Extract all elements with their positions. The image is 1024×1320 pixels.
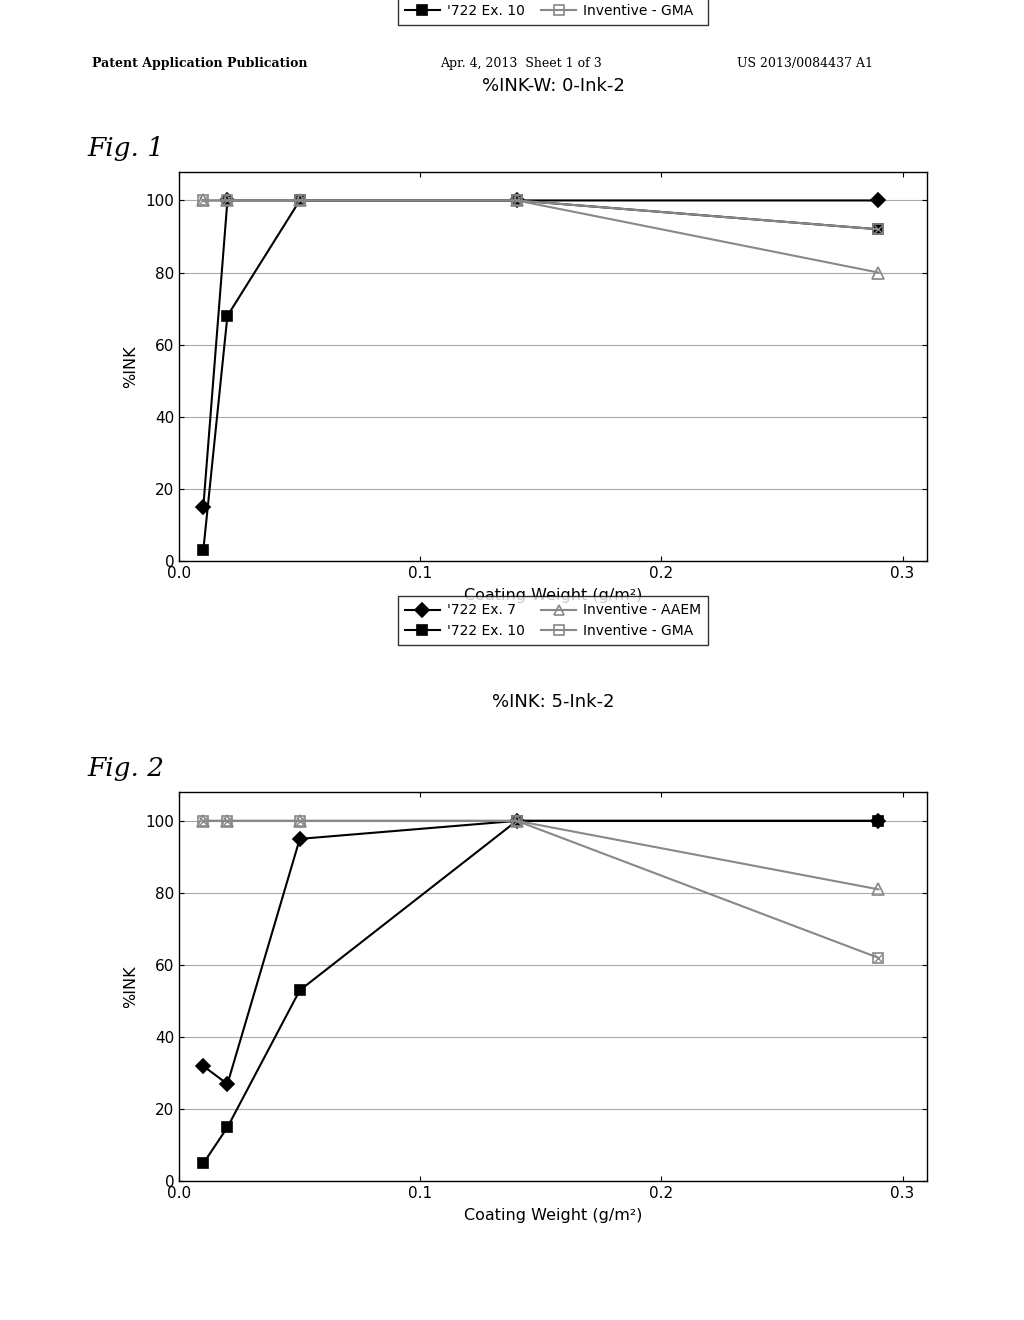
X-axis label: Coating Weight (g/m²): Coating Weight (g/m²) — [464, 1208, 642, 1224]
Text: Fig. 2: Fig. 2 — [87, 756, 164, 781]
Text: Apr. 4, 2013  Sheet 1 of 3: Apr. 4, 2013 Sheet 1 of 3 — [440, 57, 602, 70]
Y-axis label: %INK: %INK — [124, 965, 138, 1008]
Text: US 2013/0084437 A1: US 2013/0084437 A1 — [737, 57, 873, 70]
X-axis label: Coating Weight (g/m²): Coating Weight (g/m²) — [464, 587, 642, 603]
Legend: '722 Ex. 7, '722 Ex. 10, Inventive - AAEM, Inventive - GMA: '722 Ex. 7, '722 Ex. 10, Inventive - AAE… — [398, 597, 708, 645]
Text: %INK: 5-Ink-2: %INK: 5-Ink-2 — [492, 693, 614, 711]
Legend: '722 Ex. 7, '722 Ex. 10, Inventive - AAEM, Inventive - GMA: '722 Ex. 7, '722 Ex. 10, Inventive - AAE… — [398, 0, 708, 25]
Y-axis label: %INK: %INK — [124, 345, 138, 388]
Text: Fig. 1: Fig. 1 — [87, 136, 164, 161]
Text: Patent Application Publication: Patent Application Publication — [92, 57, 307, 70]
Text: %INK-W: 0-Ink-2: %INK-W: 0-Ink-2 — [481, 77, 625, 95]
